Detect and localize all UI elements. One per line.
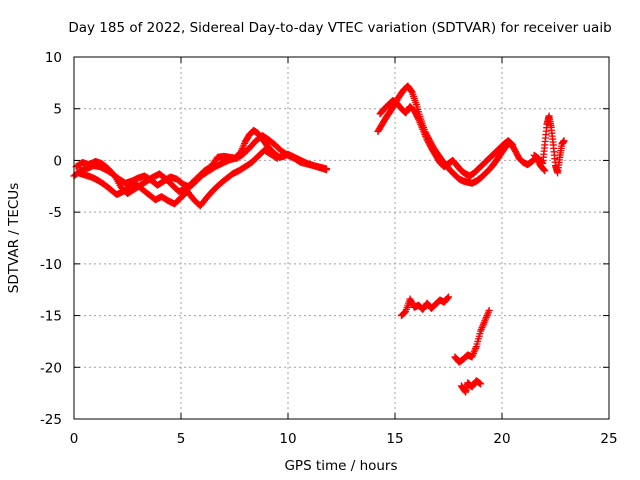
plot-frame xyxy=(73,56,610,420)
axis-ticks xyxy=(73,56,610,420)
y-tick-label: -25 xyxy=(40,412,62,428)
data-point xyxy=(485,306,493,314)
data-point xyxy=(445,293,452,301)
x-tick-labels: 0 5 10 15 20 25 xyxy=(70,431,618,447)
data-point xyxy=(507,140,515,148)
series-track-g-negative-1 xyxy=(397,293,452,320)
x-tick-label: 15 xyxy=(386,431,403,447)
data-point xyxy=(541,167,549,175)
data-point xyxy=(560,137,568,145)
x-tick-label: 20 xyxy=(493,431,510,447)
series-track-e-afternoon-2 xyxy=(376,96,517,180)
data-marks xyxy=(70,82,568,396)
x-tick-label: 25 xyxy=(600,431,617,447)
y-axis-label: SDTVAR / TECUs xyxy=(6,183,22,293)
y-tick-label: -5 xyxy=(49,205,62,221)
data-point xyxy=(272,154,280,162)
grid xyxy=(74,57,609,419)
x-tick-label: 5 xyxy=(177,431,186,447)
x-axis-label: GPS time / hours xyxy=(284,458,397,474)
x-tick-label: 0 xyxy=(70,431,79,447)
data-point xyxy=(407,87,415,95)
data-point xyxy=(444,294,452,302)
y-tick-label: 0 xyxy=(53,153,62,169)
data-point xyxy=(273,154,281,162)
series-track-i-negative-3 xyxy=(457,377,485,396)
y-tick-label: 5 xyxy=(53,102,62,118)
data-point xyxy=(477,380,485,388)
y-tick-label: -15 xyxy=(40,309,62,325)
y-tick-label: -20 xyxy=(40,360,62,376)
data-point xyxy=(509,141,517,149)
series-track-f-evening xyxy=(530,112,568,177)
x-tick-label: 10 xyxy=(279,431,296,447)
data-point xyxy=(414,114,422,122)
data-point xyxy=(540,166,548,174)
data-point xyxy=(508,140,516,148)
series-track-h-negative-2 xyxy=(451,306,493,366)
y-tick-label: 10 xyxy=(45,50,62,66)
series-track-c-morning-3 xyxy=(74,146,281,210)
chart-title: Day 185 of 2022, Sidereal Day-to-day VTE… xyxy=(68,20,611,36)
y-tick-label: -10 xyxy=(40,257,62,273)
data-point xyxy=(323,165,331,173)
y-tick-labels: -25 -20 -15 -10 -5 0 5 10 xyxy=(40,50,62,428)
